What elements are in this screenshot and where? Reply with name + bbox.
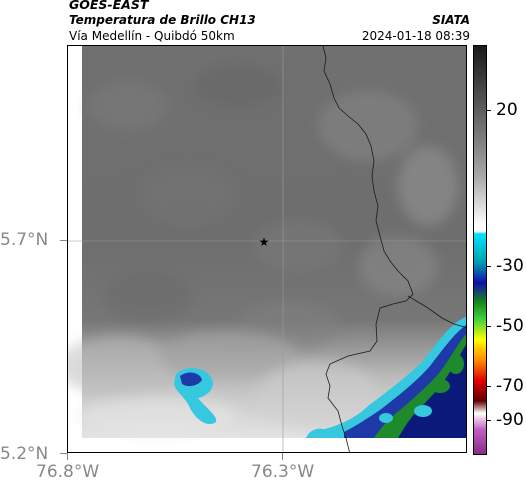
ytick-mark-1 [60, 240, 67, 241]
star-icon: ★ [259, 235, 270, 249]
product-title: Temperatura de Brillo CH13 [69, 13, 256, 27]
cb-tick-m30 [487, 266, 491, 267]
cold-cloud-east [306, 316, 466, 438]
satellite-title: GOES-EAST [69, 0, 149, 12]
agency-label: SIATA [432, 13, 470, 27]
cold-cloud-west [174, 368, 217, 425]
cb-tick-m50 [487, 326, 491, 327]
timestamp-label: 2024-01-18 08:39 [361, 29, 470, 43]
cb-tick-m70 [487, 386, 491, 387]
cb-label-m30: -30 [496, 256, 524, 276]
satellite-map[interactable]: ★ [67, 45, 467, 453]
cb-tick-20 [487, 110, 491, 111]
ytick-mark-2 [60, 453, 67, 454]
cb-label-m50: -50 [496, 316, 524, 336]
cb-label-20: 20 [496, 100, 518, 120]
satellite-image: ★ [68, 46, 466, 452]
border-line-east [407, 295, 466, 328]
route-subtitle: Vía Medellín - Quibdó 50km [69, 29, 235, 43]
ytick-label-2: 5.2°N [0, 444, 49, 464]
cb-tick-m90 [487, 420, 491, 421]
border-line [322, 46, 414, 452]
colorbar [473, 45, 487, 455]
cb-label-m70: -70 [496, 376, 524, 396]
xtick-mark-2 [282, 453, 283, 460]
cb-label-m90: -90 [496, 410, 524, 430]
xtick-label-2: 76.3°W [251, 462, 315, 482]
ytick-label-1: 5.7°N [0, 230, 49, 250]
xtick-label-1: 76.8°W [36, 462, 100, 482]
xtick-mark-1 [67, 453, 68, 460]
